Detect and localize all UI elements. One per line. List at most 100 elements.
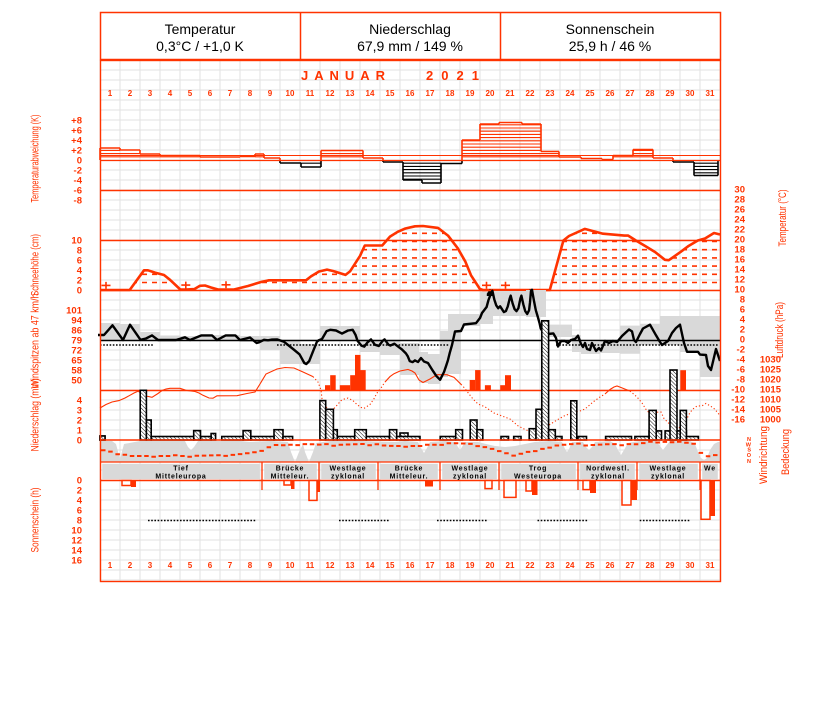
svg-text:12: 12 xyxy=(326,89,335,98)
svg-text:6: 6 xyxy=(208,89,213,98)
svg-text:1025: 1025 xyxy=(760,364,782,375)
svg-text:Sonnenschein: Sonnenschein xyxy=(566,21,655,37)
svg-text:65: 65 xyxy=(71,355,82,366)
svg-text:16: 16 xyxy=(734,254,745,265)
svg-text:94: 94 xyxy=(71,315,82,326)
svg-text:7: 7 xyxy=(228,561,233,570)
svg-text:2: 2 xyxy=(740,324,745,335)
svg-text:11: 11 xyxy=(306,89,315,98)
svg-text:-10: -10 xyxy=(731,384,745,395)
svg-text:8: 8 xyxy=(248,561,253,570)
svg-text:30: 30 xyxy=(686,89,695,98)
svg-text:16: 16 xyxy=(406,561,415,570)
svg-text:0: 0 xyxy=(77,475,82,486)
svg-text:24: 24 xyxy=(566,561,575,570)
svg-text:16: 16 xyxy=(71,555,82,566)
svg-text:5: 5 xyxy=(188,561,193,570)
svg-text:10: 10 xyxy=(734,284,745,295)
svg-text:Windspitzen ab 47 km/h: Windspitzen ab 47 km/h xyxy=(30,294,42,389)
svg-text:14: 14 xyxy=(366,561,375,570)
svg-text:Temperaturabweichung (K): Temperaturabweichung (K) xyxy=(30,115,42,203)
svg-text:1020: 1020 xyxy=(760,374,781,385)
svg-text:86: 86 xyxy=(71,325,82,336)
svg-text:8: 8 xyxy=(77,245,82,256)
svg-text:22: 22 xyxy=(526,561,535,570)
svg-text:6: 6 xyxy=(77,505,82,516)
svg-text:Bedeckung: Bedeckung xyxy=(780,429,792,475)
svg-text:6: 6 xyxy=(77,255,82,266)
svg-text:5: 5 xyxy=(188,89,193,98)
svg-text:10: 10 xyxy=(71,525,82,536)
svg-text:6: 6 xyxy=(740,304,745,315)
svg-text:31: 31 xyxy=(706,561,715,570)
svg-text:+2: +2 xyxy=(71,145,82,156)
svg-text:4: 4 xyxy=(77,395,83,406)
svg-text:20: 20 xyxy=(486,89,495,98)
svg-text:-6: -6 xyxy=(74,185,82,196)
svg-text:12: 12 xyxy=(71,535,82,546)
svg-text:1: 1 xyxy=(108,89,113,98)
svg-text:20: 20 xyxy=(486,561,495,570)
svg-text:28: 28 xyxy=(646,89,655,98)
svg-text:24: 24 xyxy=(734,214,745,225)
svg-text:1: 1 xyxy=(108,561,113,570)
svg-text:26: 26 xyxy=(606,89,615,98)
svg-text:21: 21 xyxy=(506,89,515,98)
svg-text:zyklonal: zyklonal xyxy=(331,474,365,481)
svg-text:N: N xyxy=(747,459,751,465)
svg-text:We: We xyxy=(704,466,716,473)
svg-text:2: 2 xyxy=(77,415,82,426)
svg-text:22: 22 xyxy=(526,89,535,98)
svg-text:4: 4 xyxy=(77,265,83,276)
svg-text:27: 27 xyxy=(626,89,635,98)
svg-text:18: 18 xyxy=(734,244,745,255)
svg-text:O: O xyxy=(747,453,752,459)
svg-text:23: 23 xyxy=(546,561,555,570)
svg-text:Westlage: Westlage xyxy=(329,466,366,473)
svg-text:25,9 h / 46 %: 25,9 h / 46 % xyxy=(569,38,652,54)
svg-text:1: 1 xyxy=(77,425,83,436)
svg-text:Mitteleur.: Mitteleur. xyxy=(271,474,310,481)
svg-text:21: 21 xyxy=(506,561,515,570)
svg-text:30: 30 xyxy=(686,561,695,570)
svg-text:Temperatur (°C): Temperatur (°C) xyxy=(777,190,789,247)
svg-text:14: 14 xyxy=(71,545,82,556)
svg-text:Brücke: Brücke xyxy=(276,466,305,473)
svg-text:31: 31 xyxy=(706,89,715,98)
svg-text:-8: -8 xyxy=(74,195,82,206)
svg-text:Westeuropa: Westeuropa xyxy=(514,474,562,481)
svg-text:14: 14 xyxy=(734,264,745,275)
svg-text:+8: +8 xyxy=(71,115,82,126)
svg-text:101: 101 xyxy=(66,305,83,316)
svg-text:6: 6 xyxy=(208,561,213,570)
svg-text:1030: 1030 xyxy=(760,354,781,365)
svg-text:58: 58 xyxy=(71,365,82,376)
svg-text:10: 10 xyxy=(286,89,295,98)
svg-text:13: 13 xyxy=(346,89,355,98)
svg-text:3: 3 xyxy=(77,405,82,416)
svg-text:9: 9 xyxy=(268,89,273,98)
svg-text:0: 0 xyxy=(77,435,82,446)
svg-text:4: 4 xyxy=(77,495,83,506)
svg-text:zyklonal: zyklonal xyxy=(453,474,487,481)
svg-text:zyklonal: zyklonal xyxy=(591,474,625,481)
svg-text:-4: -4 xyxy=(74,175,83,186)
svg-text:27: 27 xyxy=(626,561,635,570)
svg-text:2: 2 xyxy=(77,275,82,286)
svg-text:1010: 1010 xyxy=(760,394,781,405)
svg-text:23: 23 xyxy=(546,89,555,98)
svg-text:-16: -16 xyxy=(731,414,745,425)
svg-text:18: 18 xyxy=(446,89,455,98)
svg-text:+4: +4 xyxy=(71,135,83,146)
svg-text:Westlage: Westlage xyxy=(451,466,488,473)
svg-text:26: 26 xyxy=(734,204,745,215)
svg-text:-2: -2 xyxy=(737,344,745,355)
svg-text:Sonnenschein (h): Sonnenschein (h) xyxy=(30,488,42,553)
svg-text:7: 7 xyxy=(228,89,233,98)
svg-text:Schneehöhe (cm): Schneehöhe (cm) xyxy=(30,234,42,296)
svg-text:Trog: Trog xyxy=(529,466,547,473)
svg-text:16: 16 xyxy=(406,89,415,98)
svg-text:25: 25 xyxy=(586,561,595,570)
svg-text:22: 22 xyxy=(734,224,745,235)
svg-text:1015: 1015 xyxy=(760,384,782,395)
